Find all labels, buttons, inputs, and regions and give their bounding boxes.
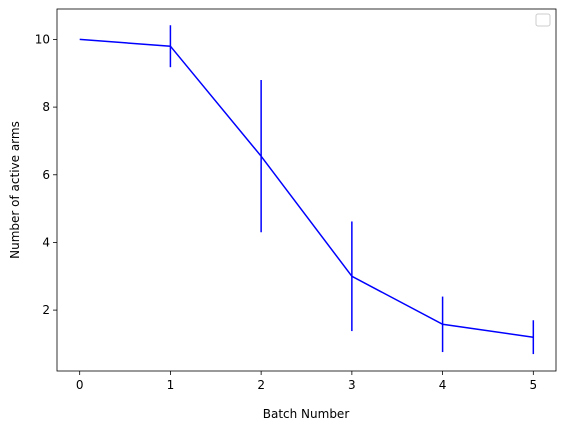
- plot-area-frame: [56, 8, 557, 372]
- x-tick-label: 4: [439, 378, 447, 392]
- legend-box: [535, 13, 551, 27]
- y-tick-label: 6: [42, 168, 50, 182]
- y-tick-label: 8: [42, 100, 50, 114]
- y-tick-label: 10: [35, 32, 50, 46]
- x-axis-label: Batch Number: [263, 407, 350, 421]
- y-axis: 2 4 6 8 10: [35, 32, 57, 317]
- y-tick-label: 2: [42, 303, 50, 317]
- x-tick-label: 5: [529, 378, 537, 392]
- y-tick-label: 4: [42, 235, 50, 249]
- x-tick-label: 0: [76, 378, 84, 392]
- series-line: [79, 38, 534, 338]
- x-axis: 0 1 2 3 4 5: [76, 371, 537, 392]
- x-tick-label: 3: [348, 378, 356, 392]
- x-tick-label: 2: [257, 378, 265, 392]
- series-layer: [79, 25, 535, 355]
- x-tick-label: 1: [167, 378, 175, 392]
- y-axis-label: Number of active arms: [8, 121, 22, 259]
